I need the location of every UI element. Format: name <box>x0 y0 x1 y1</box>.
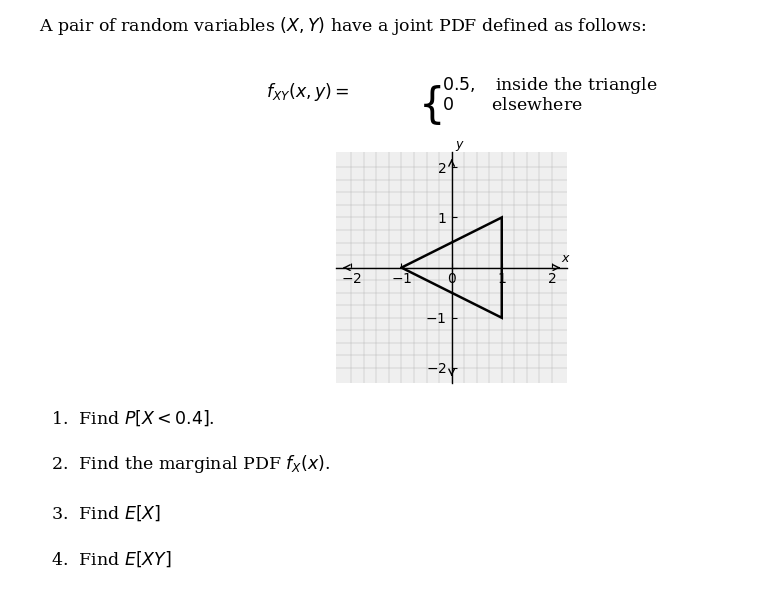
Text: A pair of random variables $(X, Y)$ have a joint PDF defined as follows:: A pair of random variables $(X, Y)$ have… <box>39 15 646 37</box>
Text: 1.  Find $P[X < 0.4]$.: 1. Find $P[X < 0.4]$. <box>51 408 215 428</box>
Text: 3.  Find $E[X]$: 3. Find $E[X]$ <box>51 504 161 523</box>
Text: $\{$: $\{$ <box>418 83 442 127</box>
Text: $y$: $y$ <box>455 139 465 153</box>
Text: $f_{XY}(x, y) =$: $f_{XY}(x, y) =$ <box>266 81 350 103</box>
Text: $0.5,$   inside the triangle: $0.5,$ inside the triangle <box>442 75 658 96</box>
Text: $0$       elsewhere: $0$ elsewhere <box>442 97 583 114</box>
Text: $x$: $x$ <box>561 252 571 264</box>
Text: 4.  Find $E[XY]$: 4. Find $E[XY]$ <box>51 550 171 569</box>
Text: 2.  Find the marginal PDF $f_X(x)$.: 2. Find the marginal PDF $f_X(x)$. <box>51 453 330 475</box>
